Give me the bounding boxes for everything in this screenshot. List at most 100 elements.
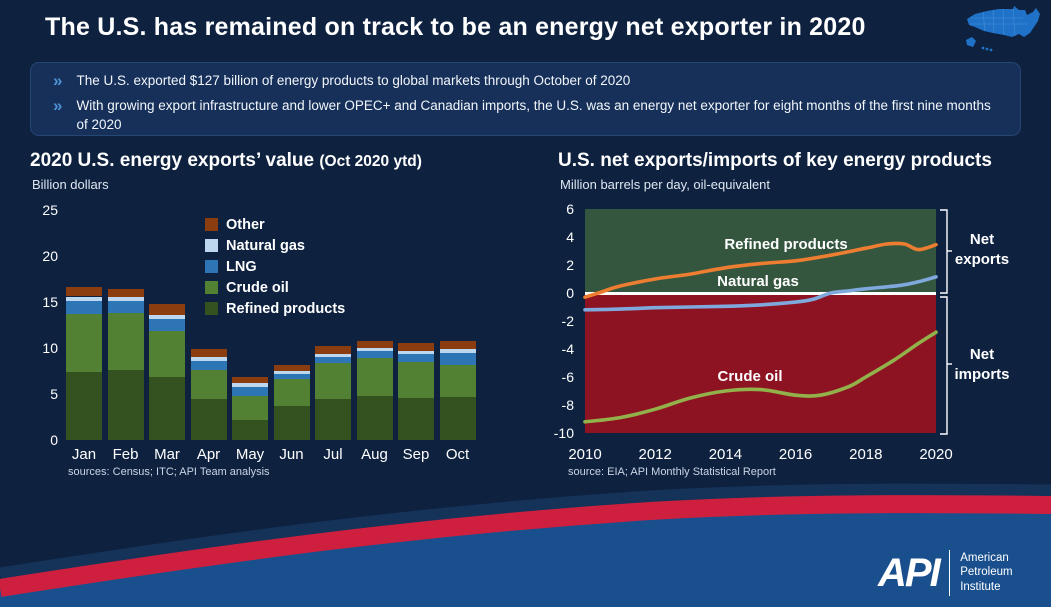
bar-column bbox=[439, 340, 476, 440]
bar-segment bbox=[190, 348, 227, 358]
bullet-item: » With growing export infrastructure and… bbox=[49, 97, 996, 135]
bar-segment bbox=[315, 398, 351, 440]
bar-segment bbox=[190, 398, 227, 440]
legend-swatch bbox=[205, 302, 218, 315]
legend-swatch bbox=[205, 281, 218, 294]
month-label: Oct bbox=[445, 446, 470, 463]
bar-segment bbox=[107, 297, 144, 302]
legend-label: Crude oil bbox=[226, 279, 289, 296]
month-label: Jun bbox=[279, 446, 304, 463]
net-imports-region bbox=[585, 295, 936, 433]
chevron-bullet-icon: » bbox=[53, 95, 63, 115]
line-series-svg bbox=[583, 241, 938, 424]
source-note-left: sources: Census; ITC; API Team analysis bbox=[68, 466, 270, 478]
page-title: The U.S. has remained on track to be an … bbox=[45, 13, 866, 41]
bar-segment bbox=[356, 341, 393, 348]
y-tick: -4 bbox=[561, 341, 574, 357]
series-label-crude-oil: Crude oil bbox=[717, 368, 783, 385]
month-label: Apr bbox=[196, 446, 221, 463]
bar-segment bbox=[315, 362, 351, 399]
footer-wave bbox=[0, 483, 1051, 607]
bar-segment bbox=[232, 376, 268, 383]
y-tick: 4 bbox=[566, 229, 574, 245]
y-tick: -10 bbox=[553, 425, 574, 441]
bar-segment bbox=[356, 395, 393, 440]
month-label: Sep bbox=[402, 446, 430, 463]
legend-item: LNG bbox=[205, 256, 345, 277]
legend: Other Natural gas LNG Crude oil Refined prod… bbox=[205, 214, 345, 319]
year-label: 2018 bbox=[849, 446, 883, 463]
us-map-icon bbox=[966, 6, 1040, 52]
bar-segment bbox=[356, 358, 393, 396]
bar-segment bbox=[149, 377, 185, 440]
legend-label: Other bbox=[226, 216, 265, 233]
series-label-natural-gas: Natural gas bbox=[717, 273, 799, 290]
net-chart-plot: Refined products Natural gas Crude oil bbox=[583, 209, 938, 433]
year-label: 2014 bbox=[708, 446, 743, 463]
y-tick: 0 bbox=[50, 432, 58, 448]
month-label: Feb bbox=[112, 446, 139, 463]
y-tick: 15 bbox=[42, 294, 58, 310]
bar-segment bbox=[439, 364, 476, 397]
net-imports-label: Net imports bbox=[954, 346, 1010, 383]
legend-swatch bbox=[205, 218, 218, 231]
bar-segment bbox=[66, 301, 102, 314]
net-exports-region bbox=[585, 209, 936, 292]
bar-column bbox=[107, 289, 144, 440]
legend-label: Natural gas bbox=[226, 237, 305, 254]
bar-segment bbox=[439, 348, 476, 353]
bar-segment bbox=[273, 364, 310, 371]
bar-column bbox=[149, 303, 185, 440]
bar-column bbox=[356, 341, 393, 440]
bar-segment bbox=[439, 352, 476, 365]
bar-column bbox=[315, 345, 351, 440]
bar-segment bbox=[232, 395, 268, 420]
bar-segment bbox=[149, 330, 185, 378]
month-label: Mar bbox=[154, 446, 180, 463]
bar-segment bbox=[66, 296, 102, 302]
legend-item: Crude oil bbox=[205, 277, 345, 298]
bar-segment bbox=[356, 347, 393, 351]
source-note-right: source: EIA; API Monthly Statistical Rep… bbox=[568, 466, 776, 478]
y-tick: 20 bbox=[42, 248, 58, 264]
y-tick: -2 bbox=[561, 313, 574, 329]
bar-segment bbox=[190, 360, 227, 371]
y-tick: 2 bbox=[566, 257, 574, 273]
line-series bbox=[583, 241, 938, 299]
bar-segment bbox=[66, 371, 102, 440]
bar-segment bbox=[232, 419, 268, 440]
legend-label: LNG bbox=[226, 258, 257, 275]
bar-segment bbox=[398, 397, 434, 440]
bar-column bbox=[190, 348, 227, 440]
y-tick: 5 bbox=[50, 386, 58, 402]
bar-segment bbox=[398, 342, 434, 351]
bar-segment bbox=[149, 314, 185, 319]
month-label: Aug bbox=[361, 446, 388, 463]
year-label: 2012 bbox=[638, 446, 672, 463]
bar-segment bbox=[356, 350, 393, 359]
bullet-text: The U.S. exported $127 billion of energy… bbox=[76, 73, 631, 88]
wave-red-band bbox=[0, 495, 1051, 597]
api-logo-divider bbox=[948, 549, 951, 596]
bar-segment bbox=[66, 313, 102, 372]
net-brackets bbox=[940, 209, 952, 435]
net-chart-title: U.S. net exports/imports of key energy p… bbox=[558, 150, 992, 171]
exports-value-chart-title: 2020 U.S. energy exports’ value (Oct 202… bbox=[30, 150, 422, 171]
bar-segment bbox=[273, 371, 310, 374]
y-tick: -8 bbox=[561, 397, 574, 413]
legend-label: Refined products bbox=[226, 300, 346, 317]
bar-segment bbox=[232, 386, 268, 396]
key-points-panel: » The U.S. exported $127 billion of ener… bbox=[30, 62, 1021, 136]
bar-column bbox=[273, 364, 310, 440]
bar-segment bbox=[66, 287, 102, 297]
y-tick: 0 bbox=[566, 285, 574, 301]
line-series bbox=[583, 330, 938, 424]
y-tick: -6 bbox=[561, 369, 574, 385]
month-label: Jul bbox=[323, 446, 343, 463]
y-tick: 10 bbox=[42, 340, 58, 356]
bar-segment bbox=[439, 340, 476, 349]
bar-segment bbox=[273, 405, 310, 440]
legend-swatch bbox=[205, 260, 218, 273]
net-chart-units: Million barrels per day, oil-equivalent bbox=[560, 177, 771, 192]
